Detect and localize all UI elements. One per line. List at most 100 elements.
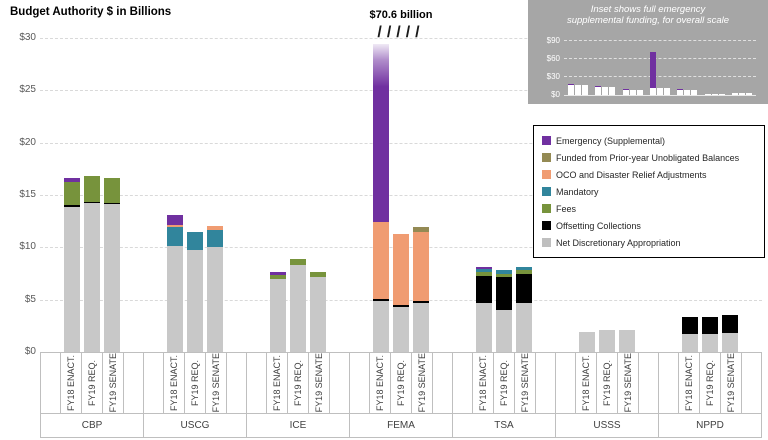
segment-all-other <box>609 87 616 95</box>
axis-edge-cell <box>330 353 349 413</box>
offsetting-swatch-icon <box>542 221 551 230</box>
inset-bar-ICE-0 <box>622 89 629 95</box>
legend-label-mandatory: Mandatory <box>556 186 599 197</box>
bar-NPPD-2 <box>722 315 739 352</box>
inset-bar-CBP-2 <box>581 84 588 95</box>
segment-all-other <box>711 93 718 95</box>
inset-bar-ICE-2 <box>636 89 643 95</box>
segment-all-other <box>746 92 753 95</box>
segment-oco <box>166 224 183 228</box>
segment-all-other <box>636 89 643 95</box>
inset-bar-NPPD-1 <box>739 93 746 95</box>
segment-offsetting <box>372 299 389 301</box>
bar-group-USSS <box>556 38 659 352</box>
emergency-swatch-icon <box>542 136 551 145</box>
segment-all-other <box>649 87 656 95</box>
axis-edge-cell <box>227 353 246 413</box>
prior_year-swatch-icon <box>542 153 551 162</box>
legend-item-offsetting: Offsetting Collections <box>542 217 764 234</box>
bar-label-cell: FY19 SENATE <box>721 353 742 413</box>
bar-label-cell: FY19 REQ. <box>700 353 721 413</box>
inset-bar-CBP-1 <box>574 84 581 95</box>
fees-swatch-icon <box>542 204 551 213</box>
bar-label-cell: FY19 SENATE <box>309 353 330 413</box>
inset-bar-FEMA-1 <box>656 88 663 95</box>
inset-group-NPPD <box>729 92 756 95</box>
segment-fees <box>83 175 100 203</box>
bar-label-USSS-1: FY19 REQ. <box>602 359 612 406</box>
inset-bar-USSS-1 <box>711 93 718 95</box>
segment-net_discretionary <box>722 333 739 352</box>
bar-TSA-1 <box>496 270 513 352</box>
inset-bar-FEMA-2 <box>663 87 670 95</box>
legend-item-net_discretionary: Net Discretionary Appropriation <box>542 234 764 251</box>
bar-TSA-2 <box>516 266 533 352</box>
inset-bars <box>564 37 756 95</box>
bar-ICE-0 <box>269 272 286 352</box>
legend-label-net_discretionary: Net Discretionary Appropriation <box>556 237 681 248</box>
segment-all-other <box>602 87 609 95</box>
axis-edge-cell <box>659 353 679 413</box>
main-bars <box>40 38 762 352</box>
segment-net_discretionary <box>619 330 636 352</box>
y-axis-label: $30 <box>19 32 36 43</box>
bar-NPPD-1 <box>702 317 719 352</box>
segment-mandatory <box>496 270 513 274</box>
bar-USSS-0 <box>579 332 596 352</box>
legend-item-fees: Fees <box>542 200 764 217</box>
bar-FEMA-1 <box>392 234 409 352</box>
segment-net_discretionary <box>269 278 286 352</box>
chart-title: Budget Authority $ in Billions <box>10 6 172 18</box>
bar-label-cell: FY18 ENACT. <box>679 353 700 413</box>
y-axis-label: $0 <box>24 346 36 357</box>
segment-all-other <box>718 93 725 95</box>
axis-group-TSA: FY18 ENACT. FY19 REQ. FY19 SENATE TSA <box>453 353 556 438</box>
tick-row-FEMA: FY18 ENACT. FY19 REQ. FY19 SENATE <box>350 353 452 414</box>
bar-label-cell: FY18 ENACT. <box>576 353 597 413</box>
inset-title: Inset shows full emergency supplemental … <box>528 4 768 27</box>
segment-net_discretionary <box>83 203 100 352</box>
legend-item-mandatory: Mandatory <box>542 183 764 200</box>
segment-emergency <box>595 86 602 88</box>
legend-item-prior_year: Funded from Prior-year Unobligated Balan… <box>542 149 764 166</box>
axis-group-USCG: FY18 ENACT. FY19 REQ. FY19 SENATE USCG <box>144 353 247 438</box>
bar-label-ICE-1: FY19 REQ. <box>293 359 303 406</box>
segment-all-other <box>677 89 684 95</box>
bar-USSS-2 <box>619 330 636 352</box>
segment-emergency <box>677 89 684 90</box>
segment-oco <box>206 226 223 230</box>
axis-edge-cell <box>556 353 576 413</box>
bar-group-NPPD <box>659 38 762 352</box>
group-label-CBP: CBP <box>41 414 143 438</box>
legend-label-offsetting: Offsetting Collections <box>556 220 641 231</box>
axis-edge-cell <box>41 353 61 413</box>
segment-offsetting <box>392 305 409 307</box>
bar-USCG-2 <box>206 226 223 352</box>
segment-net_discretionary <box>166 246 183 352</box>
bar-label-cell: FY18 ENACT. <box>267 353 288 413</box>
inset-y-label: $60 <box>546 53 560 63</box>
group-label-TSA: TSA <box>453 414 555 438</box>
axis-break-marks: ///// <box>377 24 425 41</box>
gridline-15 <box>40 195 762 196</box>
segment-offsetting <box>476 275 493 303</box>
bar-group-ICE <box>246 38 349 352</box>
segment-emergency <box>372 44 389 222</box>
bar-CBP-1 <box>83 175 100 352</box>
segment-all-other <box>581 84 588 95</box>
segment-all-other <box>684 90 691 95</box>
bar-label-cell: FY19 SENATE <box>103 353 124 413</box>
inset-chart: Inset shows full emergency supplemental … <box>528 0 768 104</box>
y-axis-label: $5 <box>24 293 36 305</box>
segment-fees <box>516 270 533 274</box>
inset-bar-FEMA-0 <box>649 52 656 95</box>
segment-fees <box>289 259 306 266</box>
inset-y-label: $90 <box>546 35 560 45</box>
bar-label-cell: FY18 ENACT. <box>61 353 82 413</box>
bar-label-FEMA-2: FY19 SENATE <box>417 353 427 413</box>
bar-ICE-1 <box>289 259 306 352</box>
net_discretionary-swatch-icon <box>542 238 551 247</box>
segment-fees <box>476 272 493 276</box>
bar-label-NPPD-1: FY19 REQ. <box>705 359 715 406</box>
y-axis-label: $20 <box>19 136 36 148</box>
